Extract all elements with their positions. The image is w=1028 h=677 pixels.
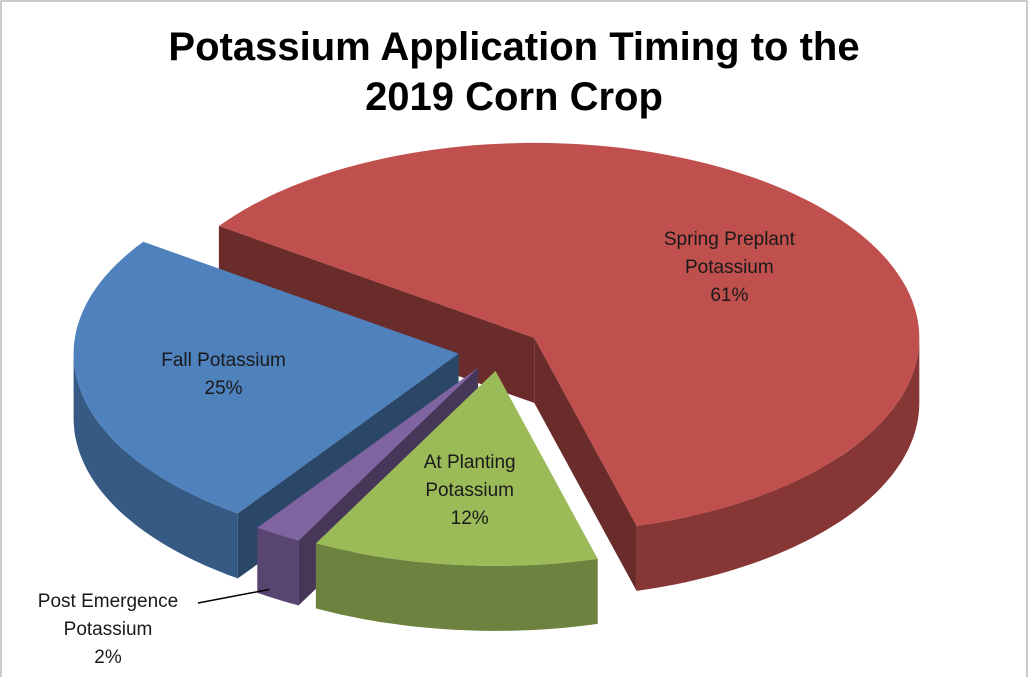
- slice-wall-shade: [636, 337, 920, 591]
- data-label-value: 25%: [204, 377, 243, 399]
- slice-top: [257, 367, 479, 541]
- data-label: Spring Preplant Potassium 61%: [639, 226, 819, 310]
- slice-wall: [636, 337, 920, 591]
- data-label: Post Emergence Potassium 2%: [18, 588, 198, 672]
- data-label: At Planting Potassium 12%: [380, 449, 560, 533]
- data-label-value: 2%: [94, 647, 122, 668]
- data-label-category: At Planting Potassium: [423, 452, 516, 502]
- slice-top: [218, 142, 920, 526]
- pie: [73, 142, 920, 631]
- slice-top: [73, 241, 459, 514]
- data-label-category: Post Emergence Potassium: [37, 591, 179, 640]
- leader-line: [197, 588, 270, 604]
- slice-top: [315, 370, 598, 566]
- slice-wall: [73, 353, 238, 579]
- data-label-category: Fall Potassium: [161, 349, 286, 371]
- slice-side-shade: [534, 337, 637, 591]
- data-label: Fall Potassium 25%: [134, 347, 314, 403]
- slice-wall-shade: [257, 527, 299, 606]
- slice-wall-shade: [73, 353, 238, 579]
- data-label-category: Spring Preplant Potassium: [663, 229, 795, 279]
- data-label-value: 61%: [710, 285, 749, 307]
- slice-wall: [257, 527, 299, 606]
- chart-title: Potassium Application Timing to the 2019…: [168, 25, 860, 119]
- slice-side: [534, 337, 637, 591]
- data-label-value: 12%: [450, 508, 489, 530]
- slice-wall: [315, 543, 598, 631]
- slice-wall-shade: [315, 543, 598, 631]
